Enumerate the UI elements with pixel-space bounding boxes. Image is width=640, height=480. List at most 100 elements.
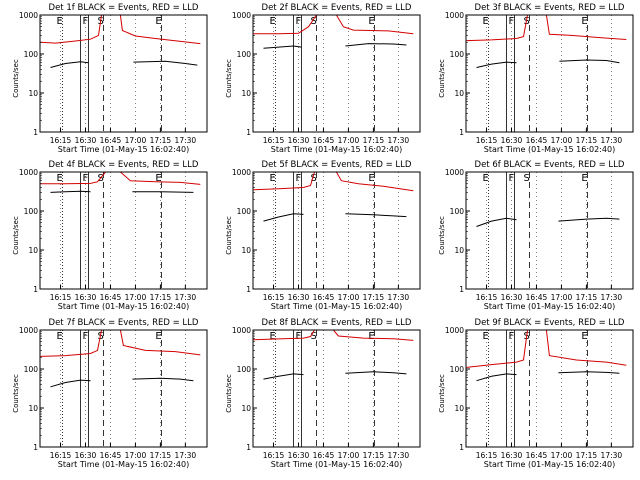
x-axis-label: Start Time (01-May-15 16:02:40) — [271, 460, 402, 469]
y-tick-label: 100 — [450, 365, 465, 374]
lld-series-line — [40, 171, 201, 185]
panel-title: Det 5f BLACK = Events, RED = LLD — [262, 160, 412, 170]
y-axis-label: Counts/sec — [12, 216, 20, 255]
marker-label: E — [581, 16, 587, 27]
events-series-line — [476, 217, 517, 227]
x-axis-label: Start Time (01-May-15 16:02:40) — [271, 145, 402, 154]
events-series-line — [558, 217, 620, 222]
x-tick-label: 17:00 — [551, 293, 573, 302]
x-tick-label: 17:00 — [125, 293, 147, 302]
y-tick-label: 1 — [246, 285, 251, 294]
y-tick-label: 10 — [454, 89, 464, 98]
x-axis-label: Start Time (01-May-15 16:02:40) — [58, 145, 189, 154]
marker-label: S — [310, 173, 316, 184]
y-axis-label: Counts/sec — [438, 216, 446, 255]
x-tick-label: 17:30 — [175, 136, 197, 145]
x-tick-label: 16:15 — [50, 293, 72, 302]
marker-label: F — [295, 173, 301, 184]
y-axis-label: Counts/sec — [225, 216, 233, 255]
plot-frame — [252, 14, 421, 133]
y-tick-label: 1 — [33, 128, 38, 137]
y-tick-label: 100 — [24, 365, 39, 374]
marker-label: E — [155, 173, 161, 184]
x-axis-label: Start Time (01-May-15 16:02:40) — [484, 460, 615, 469]
marker-label: S — [310, 331, 316, 342]
events-series-line — [476, 373, 517, 382]
x-tick-label: 16:15 — [50, 451, 72, 460]
x-tick-label: 16:15 — [476, 451, 498, 460]
y-tick-label: 1000 — [19, 326, 38, 335]
events-series-line — [132, 377, 194, 382]
plot-frame — [252, 171, 421, 290]
y-tick-label: 100 — [237, 207, 252, 216]
x-tick-label: 16:45 — [100, 451, 122, 460]
y-tick-label: 1000 — [232, 326, 251, 335]
x-axis-label: Start Time (01-May-15 16:02:40) — [484, 145, 615, 154]
y-tick-label: 10 — [454, 404, 464, 413]
lld-series-line — [253, 329, 414, 341]
events-series-line — [263, 373, 304, 380]
y-axis-label: Counts/sec — [225, 374, 233, 413]
marker-label: E — [270, 331, 276, 342]
x-tick-label: 17:00 — [125, 451, 147, 460]
y-tick-label: 100 — [237, 365, 252, 374]
marker-label: E — [581, 173, 587, 184]
marker-label: E — [368, 173, 374, 184]
x-tick-label: 17:00 — [125, 136, 147, 145]
x-tick-label: 16:15 — [50, 136, 72, 145]
marker-label: E — [270, 16, 276, 27]
plot-frame — [39, 329, 208, 448]
marker-label: E — [581, 331, 587, 342]
marker-label: E — [483, 331, 489, 342]
x-tick-label: 17:15 — [363, 293, 385, 302]
x-tick-label: 16:45 — [526, 136, 548, 145]
y-tick-label: 10 — [241, 89, 251, 98]
y-tick-label: 1000 — [445, 168, 464, 177]
x-tick-label: 16:30 — [501, 451, 523, 460]
y-tick-label: 100 — [450, 207, 465, 216]
panel-title: Det 2f BLACK = Events, RED = LLD — [262, 3, 412, 13]
events-series-line — [558, 371, 620, 374]
marker-label: E — [57, 331, 63, 342]
y-tick-label: 10 — [28, 89, 38, 98]
events-series-line — [133, 60, 198, 66]
x-tick-label: 17:30 — [388, 293, 410, 302]
events-series-line — [559, 59, 620, 64]
marker-label: E — [57, 173, 63, 184]
x-tick-label: 17:30 — [601, 136, 623, 145]
panel-8: Det 8f BLACK = Events, RED = LLD E F S E 1 10 1… — [225, 318, 421, 469]
y-tick-label: 1 — [33, 285, 38, 294]
marker-label: F — [82, 16, 88, 27]
marker-label: F — [295, 16, 301, 27]
x-tick-label: 17:00 — [551, 136, 573, 145]
x-tick-label: 16:45 — [100, 293, 122, 302]
x-tick-label: 16:15 — [263, 136, 285, 145]
y-axis-label: Counts/sec — [438, 374, 446, 413]
marker-label: F — [508, 331, 514, 342]
marker-label: S — [310, 16, 316, 27]
x-tick-label: 16:30 — [75, 293, 97, 302]
x-tick-label: 16:30 — [75, 136, 97, 145]
y-tick-label: 1 — [246, 443, 251, 452]
panel-title: Det 1f BLACK = Events, RED = LLD — [49, 3, 199, 13]
x-tick-label: 16:30 — [501, 136, 523, 145]
x-axis-label: Start Time (01-May-15 16:02:40) — [271, 302, 402, 311]
x-tick-label: 17:15 — [363, 451, 385, 460]
panel-6: Det 6f BLACK = Events, RED = LLD E F S E 1 10 1… — [438, 160, 634, 311]
y-tick-label: 1000 — [232, 11, 251, 20]
events-series-line — [345, 213, 407, 218]
panel-title: Det 4f BLACK = Events, RED = LLD — [49, 160, 199, 170]
lld-series-line — [466, 14, 627, 42]
y-tick-label: 100 — [237, 50, 252, 59]
x-tick-label: 16:45 — [526, 293, 548, 302]
x-tick-label: 17:15 — [576, 451, 598, 460]
panel-title: Det 3f BLACK = Events, RED = LLD — [475, 3, 625, 13]
marker-label: F — [82, 331, 88, 342]
marker-label: F — [295, 331, 301, 342]
y-tick-label: 1 — [246, 128, 251, 137]
y-tick-label: 1000 — [232, 168, 251, 177]
x-tick-label: 17:30 — [175, 293, 197, 302]
